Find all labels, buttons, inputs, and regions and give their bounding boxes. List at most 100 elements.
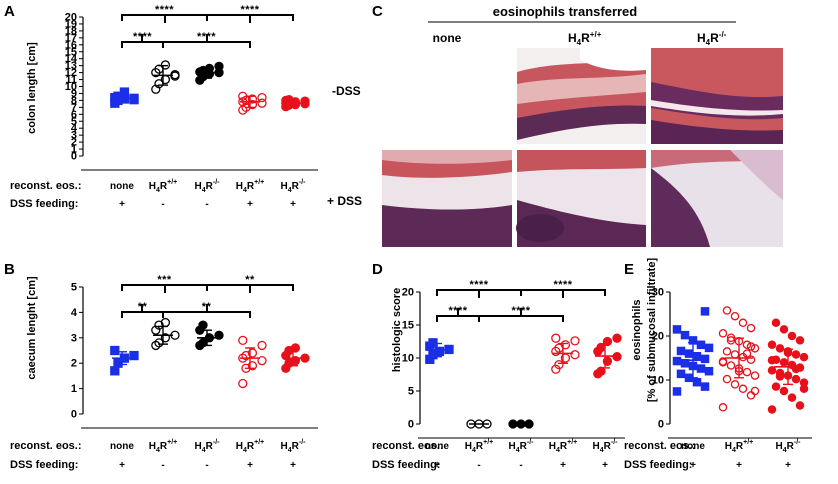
y-tick-label: 12 — [65, 67, 77, 79]
data-point — [726, 336, 736, 345]
y-tick-label: 14 — [65, 53, 78, 65]
data-point — [722, 306, 732, 315]
data-point — [247, 99, 258, 110]
data-point — [771, 318, 781, 328]
y-tick-label: 10 — [402, 353, 414, 365]
data-point — [742, 367, 752, 377]
histology-image-none-dss — [382, 150, 512, 247]
data-point — [700, 382, 710, 391]
data-point — [799, 384, 809, 394]
panel-letter-b: B — [4, 261, 15, 278]
data-point — [257, 356, 267, 366]
table-e: reconst. eos.: DSS feeding: — [624, 440, 696, 471]
dss-marker: - — [477, 460, 480, 471]
dss-marker: + — [247, 460, 253, 471]
data-point — [198, 320, 208, 330]
category-label: none — [425, 441, 449, 452]
data-point — [718, 403, 728, 412]
dss-marker: + — [690, 460, 696, 471]
data-point — [672, 387, 682, 396]
significance-stars: **** — [155, 4, 174, 16]
data-point — [791, 374, 801, 384]
dss-marker: + — [119, 460, 125, 471]
data-point — [726, 361, 736, 370]
data-point — [746, 342, 756, 351]
panel-letter-e: E — [624, 261, 634, 278]
significance-stars: **** — [511, 305, 530, 317]
data-point — [771, 382, 781, 391]
data-point — [554, 359, 564, 370]
y-tick-label: 16 — [65, 39, 77, 51]
category-label: none — [681, 441, 705, 452]
data-point — [570, 336, 580, 346]
data-point — [257, 340, 267, 351]
y-tick-label: 20 — [652, 331, 664, 343]
data-point — [775, 372, 785, 381]
y-axis-title-e-line2: [% of submucosal infiltrate] — [646, 258, 658, 403]
significance-stars: ** — [245, 274, 255, 286]
data-point — [775, 344, 785, 353]
data-point — [730, 350, 740, 359]
dss-marker: + — [290, 199, 296, 210]
dss-label-e: DSS feeding: — [624, 459, 692, 471]
category-label: H4R+/+ — [236, 439, 265, 454]
data-point — [730, 311, 740, 321]
data-point — [676, 346, 686, 356]
histology-image-wt-ctrl — [517, 48, 646, 144]
data-point — [214, 61, 224, 71]
data-point — [434, 346, 445, 357]
data-point — [738, 318, 748, 328]
data-point — [680, 330, 690, 340]
dss-marker: + — [290, 460, 296, 471]
data-point — [700, 307, 710, 316]
dss-label-a: DSS feeding: — [10, 198, 78, 210]
histology-col-h4r-ko-label: H4R-/- — [697, 30, 727, 47]
significance-stars: **** — [469, 279, 488, 291]
category-label: H4R+/+ — [149, 439, 178, 454]
histology-col-h4r-wt-label: H4R+/+ — [568, 30, 602, 47]
y-tick-label: 3 — [71, 130, 77, 142]
significance-stars: ** — [202, 301, 212, 313]
y-axis-title-d: histologic score — [391, 288, 403, 372]
y-tick-label: 4 — [71, 123, 78, 135]
y-tick-label: 0 — [71, 409, 77, 421]
significance-stars: **** — [448, 305, 467, 317]
data-point — [692, 377, 702, 387]
y-tick-label: 20 — [402, 287, 414, 299]
data-point — [795, 336, 805, 345]
category-label: none — [110, 181, 134, 192]
data-point — [750, 371, 760, 380]
data-point — [672, 356, 682, 366]
side-label-plus-dss: + DSS — [327, 194, 362, 208]
data-point — [718, 357, 728, 366]
category-label: H4R+/+ — [236, 179, 265, 194]
significance-stars: **** — [197, 31, 216, 43]
data-point — [779, 358, 789, 367]
data-point — [722, 347, 732, 356]
data-point — [257, 92, 267, 103]
y-tick-label: 10 — [652, 375, 664, 387]
category-label: H4R-/- — [195, 439, 221, 454]
chart-e: 0 10 20 30 none + H4R+/+ + H4R-/- + — [652, 287, 812, 471]
category-label: H4R+/+ — [549, 439, 578, 454]
data-point — [704, 366, 714, 376]
y-tick-label: 15 — [65, 46, 77, 58]
panel-letter-a: A — [4, 3, 15, 20]
y-tick-label: 6 — [71, 109, 77, 121]
data-point — [750, 386, 760, 396]
data-point — [696, 364, 706, 373]
data-point — [247, 361, 258, 371]
data-point — [257, 98, 267, 108]
data-point — [692, 351, 702, 361]
category-label: H4R-/- — [509, 439, 535, 454]
data-point — [684, 349, 694, 358]
data-point — [570, 350, 580, 360]
significance-stars: **** — [133, 31, 152, 43]
y-tick-label: 0 — [658, 419, 664, 431]
data-point — [730, 380, 740, 389]
significance-stars: ** — [138, 301, 148, 313]
data-point — [129, 350, 139, 361]
reconst-label-d: reconst. eos.: — [372, 440, 444, 452]
data-point — [247, 348, 258, 358]
dss-marker: - — [205, 199, 208, 210]
